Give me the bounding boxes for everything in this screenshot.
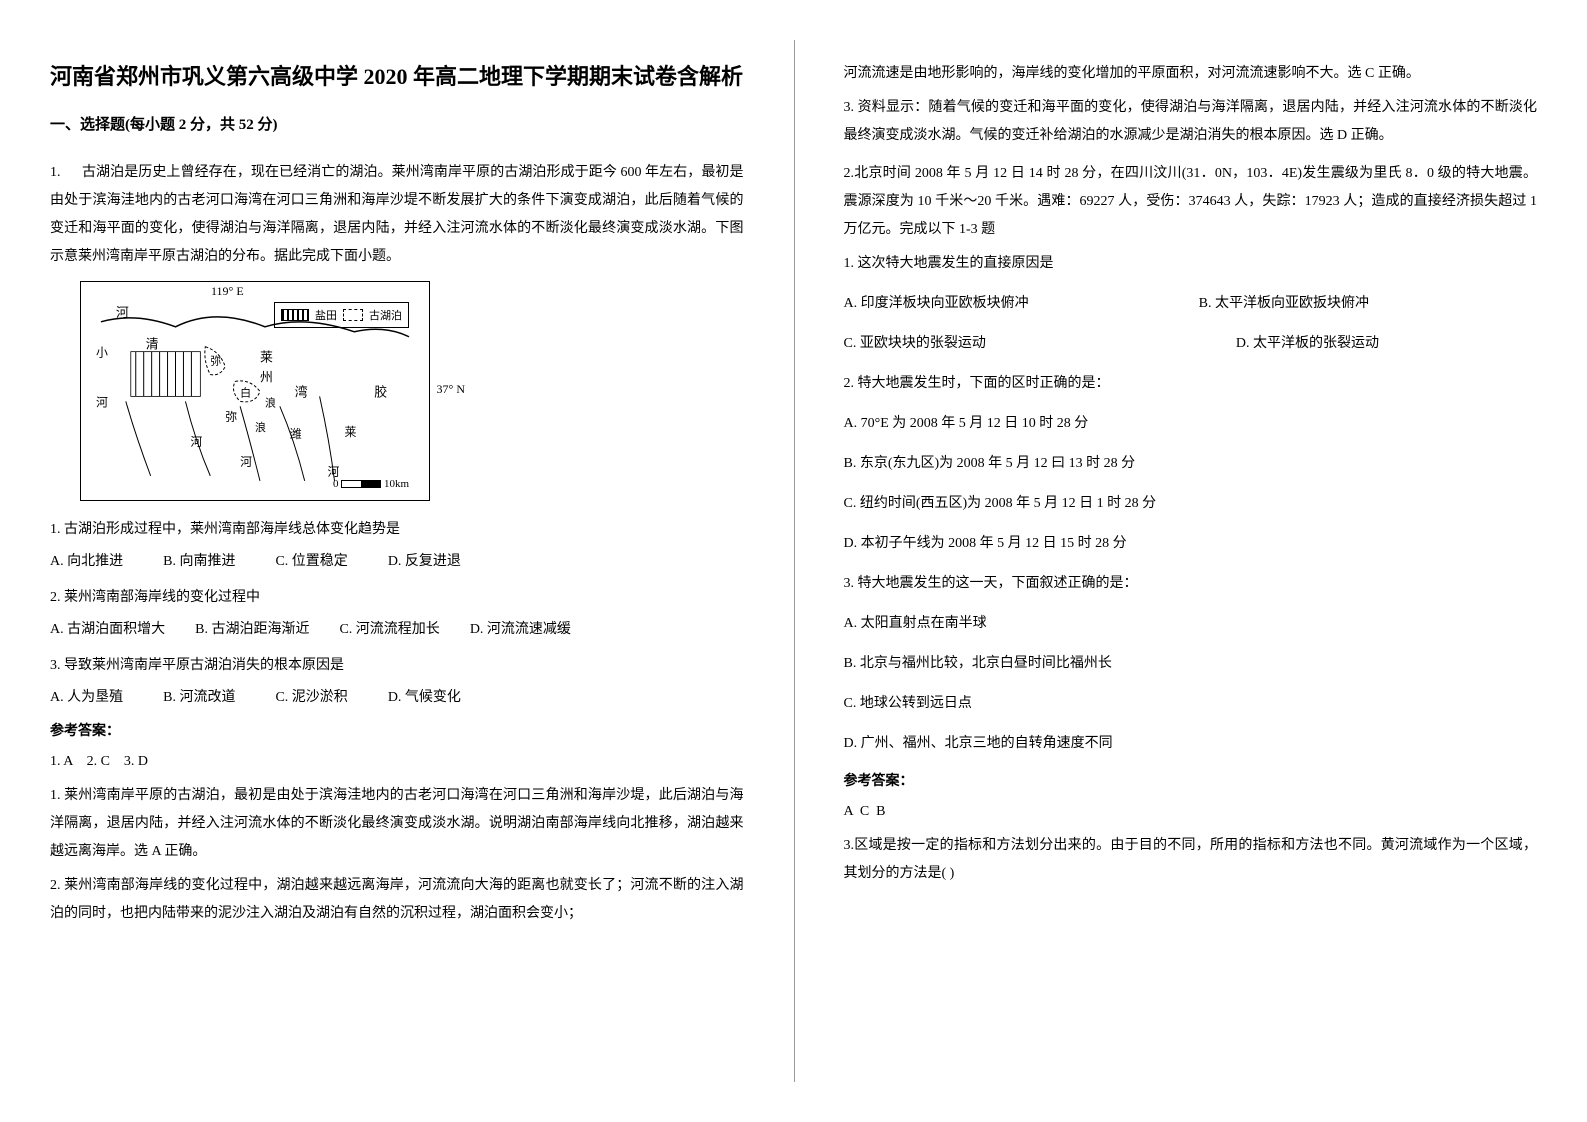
q1-sub1-opt-d: D. 反复进退 [388, 548, 461, 576]
svg-text:湾: 湾 [295, 384, 308, 399]
q2-sub2-opt-a: A. 70°E 为 2008 年 5 月 12 日 10 时 28 分 [844, 410, 1538, 438]
svg-text:州: 州 [260, 369, 273, 384]
q1-answers: 1. A 2. C 3. D [50, 748, 744, 776]
q2-sub2: 2. 特大地震发生时，下面的区时正确的是： [844, 370, 1538, 398]
q2-sub3-opt-a: A. 太阳直射点在南半球 [844, 610, 1538, 638]
svg-text:河: 河 [240, 455, 252, 469]
q1-stem: 1. 古湖泊是历史上曾经存在，现在已经消亡的湖泊。莱州湾南岸平原的古湖泊形成于距… [50, 159, 744, 271]
left-column: 河南省郑州市巩义第六高级中学 2020 年高二地理下学期期末试卷含解析 一、选择… [0, 0, 794, 1122]
q2-answers-real: A C B [844, 798, 1538, 826]
scale-ten: 10km [384, 478, 409, 490]
svg-text:河: 河 [116, 305, 129, 320]
q1-sub3-opt-c: C. 泥沙淤积 [275, 684, 347, 712]
svg-text:莱: 莱 [344, 425, 356, 439]
q1-sub3-options: A. 人为垦殖 B. 河流改道 C. 泥沙淤积 D. 气候变化 [50, 684, 744, 712]
svg-text:弥: 弥 [210, 354, 221, 368]
svg-text:白: 白 [240, 385, 251, 399]
svg-text:胶: 胶 [374, 384, 387, 399]
svg-text:小: 小 [96, 346, 108, 360]
scale-zero: 0 [333, 478, 339, 490]
svg-text:河: 河 [96, 395, 108, 409]
q1-sub3-opt-a: A. 人为垦殖 [50, 684, 123, 712]
svg-text:河: 河 [328, 465, 340, 479]
scale-bar-graphic [341, 480, 381, 488]
q1-sub2-opt-d: D. 河流流速减缓 [470, 616, 571, 644]
section-header: 一、选择题(每小题 2 分，共 52 分) [50, 113, 744, 134]
q2-stem-text: 北京时间 2008 年 5 月 12 日 14 时 28 分，在四川汶川(31．… [844, 166, 1538, 237]
q2-sub3-opt-d: D. 广州、福州、北京三地的自转角速度不同 [844, 730, 1538, 758]
q1-sub1-opt-b: B. 向南推进 [163, 548, 235, 576]
q3-number: 3. [844, 838, 855, 853]
q1-sub3-opt-d: D. 气候变化 [388, 684, 461, 712]
q2-sub1-opts-row1: A. 印度洋板块向亚欧板块俯冲 B. 太平洋板向亚欧扳块俯冲 [844, 290, 1538, 318]
q1-sub1-opt-c: C. 位置稳定 [275, 548, 347, 576]
svg-text:浪: 浪 [265, 395, 276, 409]
q2-sub3-opt-b: B. 北京与福州比较，北京白昼时间比福州长 [844, 650, 1538, 678]
q2-sub1-opt-b: B. 太平洋板向亚欧扳块俯冲 [1199, 290, 1369, 318]
svg-text:浪: 浪 [255, 420, 266, 434]
q1-number: 1. [50, 165, 61, 180]
q1-sub2: 2. 莱州湾南部海岸线的变化过程中 [50, 584, 744, 612]
q1-sub2-opt-c: C. 河流流程加长 [339, 616, 439, 644]
svg-text:弥: 弥 [225, 410, 237, 424]
latitude-label: 37° N [437, 382, 465, 397]
q2-sub1-opts-row2: C. 亚欧块块的张裂运动 D. 太平洋板的张裂运动 [844, 330, 1538, 358]
q1-sub2-opt-b: B. 古湖泊距海渐近 [195, 616, 309, 644]
q1-stem-text: 古湖泊是历史上曾经存在，现在已经消亡的湖泊。莱州湾南岸平原的古湖泊形成于距今 6… [50, 165, 744, 264]
q3-stem: 3.区域是按一定的指标和方法划分出来的。由于目的不同，所用的指标和方法也不同。黄… [844, 832, 1538, 888]
q1-explain3: 3. 资料显示：随着气候的变迁和海平面的变化，使得湖泊与海洋隔离，退居内陆，并经… [844, 94, 1538, 150]
page-container: 河南省郑州市巩义第六高级中学 2020 年高二地理下学期期末试卷含解析 一、选择… [0, 0, 1587, 1122]
q1-figure: 119° E 盐田 古湖泊 河 清 莱 州 湾 胶 小 河 [80, 281, 430, 501]
q2-sub3-opt-c: C. 地球公转到远日点 [844, 690, 1538, 718]
q1-answer-label: 参考答案： [50, 720, 744, 740]
q1-explain2: 2. 莱州湾南部海岸线的变化过程中，湖泊越来越远离海岸，河流流向大海的距离也就变… [50, 872, 744, 928]
q1-sub1: 1. 古湖泊形成过程中，莱州湾南部海岸线总体变化趋势是 [50, 516, 744, 544]
q2-sub1-opt-a: A. 印度洋板块向亚欧板块俯冲 [844, 290, 1029, 318]
q1-explain1: 1. 莱州湾南岸平原的古湖泊，最初是由处于滨海洼地内的古老河口海湾在河口三角洲和… [50, 782, 744, 866]
paper-title: 河南省郑州市巩义第六高级中学 2020 年高二地理下学期期末试卷含解析 [50, 60, 744, 93]
q2-sub1-opt-c: C. 亚欧块块的张裂运动 [844, 330, 986, 358]
svg-text:潍: 潍 [290, 427, 302, 441]
q1-sub1-opt-a: A. 向北推进 [50, 548, 123, 576]
q1-figure-container: 119° E 盐田 古湖泊 河 清 莱 州 湾 胶 小 河 [80, 281, 744, 501]
q1-sub3-opt-b: B. 河流改道 [163, 684, 235, 712]
q1-sub2-options: A. 古湖泊面积增大 B. 古湖泊距海渐近 C. 河流流程加长 D. 河流流速减… [50, 616, 744, 644]
q2-sub2-opt-d: D. 本初子午线为 2008 年 5 月 12 日 15 时 28 分 [844, 530, 1538, 558]
scale-bar: 0 10km [333, 478, 409, 490]
q2-number: 2. [844, 166, 855, 181]
q3-stem-text: 区域是按一定的指标和方法划分出来的。由于目的不同，所用的指标和方法也不同。黄河流… [844, 838, 1538, 881]
right-column: 河流流速是由地形影响的，海岸线的变化增加的平原面积，对河流流速影响不大。选 C … [794, 0, 1587, 1122]
q2-sub1-opt-d: D. 太平洋板的张裂运动 [1236, 330, 1379, 358]
q2-answer-label: 参考答案： [844, 770, 1538, 790]
svg-text:河: 河 [190, 435, 202, 449]
q2-sub1: 1. 这次特大地震发生的直接原因是 [844, 250, 1538, 278]
q2-sub2-opt-c: C. 纽约时间(西五区)为 2008 年 5 月 12 日 1 时 28 分 [844, 490, 1538, 518]
q1-sub3: 3. 导致莱州湾南岸平原古湖泊消失的根本原因是 [50, 652, 744, 680]
q2-sub2-opt-b: B. 东京(东九区)为 2008 年 5 月 12 曰 13 时 28 分 [844, 450, 1538, 478]
q2-stem: 2.北京时间 2008 年 5 月 12 日 14 时 28 分，在四川汶川(3… [844, 160, 1538, 244]
q1-sub1-options: A. 向北推进 B. 向南推进 C. 位置稳定 D. 反复进退 [50, 548, 744, 576]
svg-text:清: 清 [146, 337, 159, 352]
q1-sub2-opt-a: A. 古湖泊面积增大 [50, 616, 165, 644]
q2-sub3: 3. 特大地震发生的这一天，下面叙述正确的是： [844, 570, 1538, 598]
q1-explain2-cont: 河流流速是由地形影响的，海岸线的变化增加的平原面积，对河流流速影响不大。选 C … [844, 60, 1538, 88]
map-svg: 河 清 莱 州 湾 胶 小 河 弥 [96, 297, 414, 486]
svg-text:莱: 莱 [260, 350, 273, 365]
